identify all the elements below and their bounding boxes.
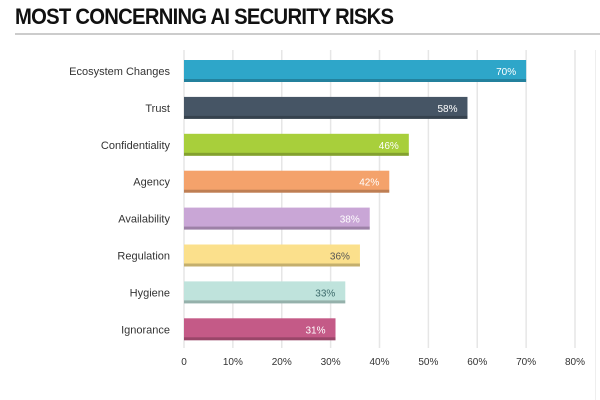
data-label: 46% [379,141,399,152]
data-label: 38% [340,215,360,226]
data-label: 42% [359,178,379,189]
chart-title: MOST CONCERNING AI SECURITY RISKS [15,4,394,29]
x-tick-label: 40% [369,357,389,368]
bar [184,281,346,304]
category-label: Availability [118,214,170,226]
bar-shadow [184,300,346,304]
title-divider [15,33,600,35]
x-tick-label: 20% [272,357,292,368]
category-label: Ignorance [121,324,170,336]
bar-shadow [184,189,390,193]
x-tick-label: 50% [418,357,438,368]
category-label: Agency [133,177,170,189]
bar [184,60,527,82]
x-tick-label: 10% [223,357,243,368]
right-border [595,50,596,400]
x-tick-label: 0 [181,357,187,368]
bar [184,244,360,267]
data-label: 31% [305,325,325,336]
bar [184,96,468,119]
bar [184,170,390,193]
bar-shadow [184,337,336,341]
x-tick-label: 70% [516,357,536,368]
data-label: 33% [315,288,335,299]
bar-shadow [184,152,409,156]
bar [184,207,370,230]
x-tick-label: 80% [565,357,585,368]
x-tick-label: 60% [467,357,487,368]
data-label: 36% [330,252,350,263]
bar-shadow [184,263,360,267]
bar [184,133,409,156]
bar-shadow [184,226,370,230]
bar [184,318,336,341]
category-label: Confidentiality [101,140,171,152]
data-label: 58% [437,104,457,115]
data-label: 70% [496,67,516,78]
bar-shadow [184,115,468,119]
category-label: Hygiene [130,287,170,299]
bar-shadow [184,79,527,82]
category-label: Ecosystem Changes [69,66,170,78]
category-label: Regulation [117,251,170,263]
x-tick-label: 30% [321,357,341,368]
category-label: Trust [145,103,170,115]
